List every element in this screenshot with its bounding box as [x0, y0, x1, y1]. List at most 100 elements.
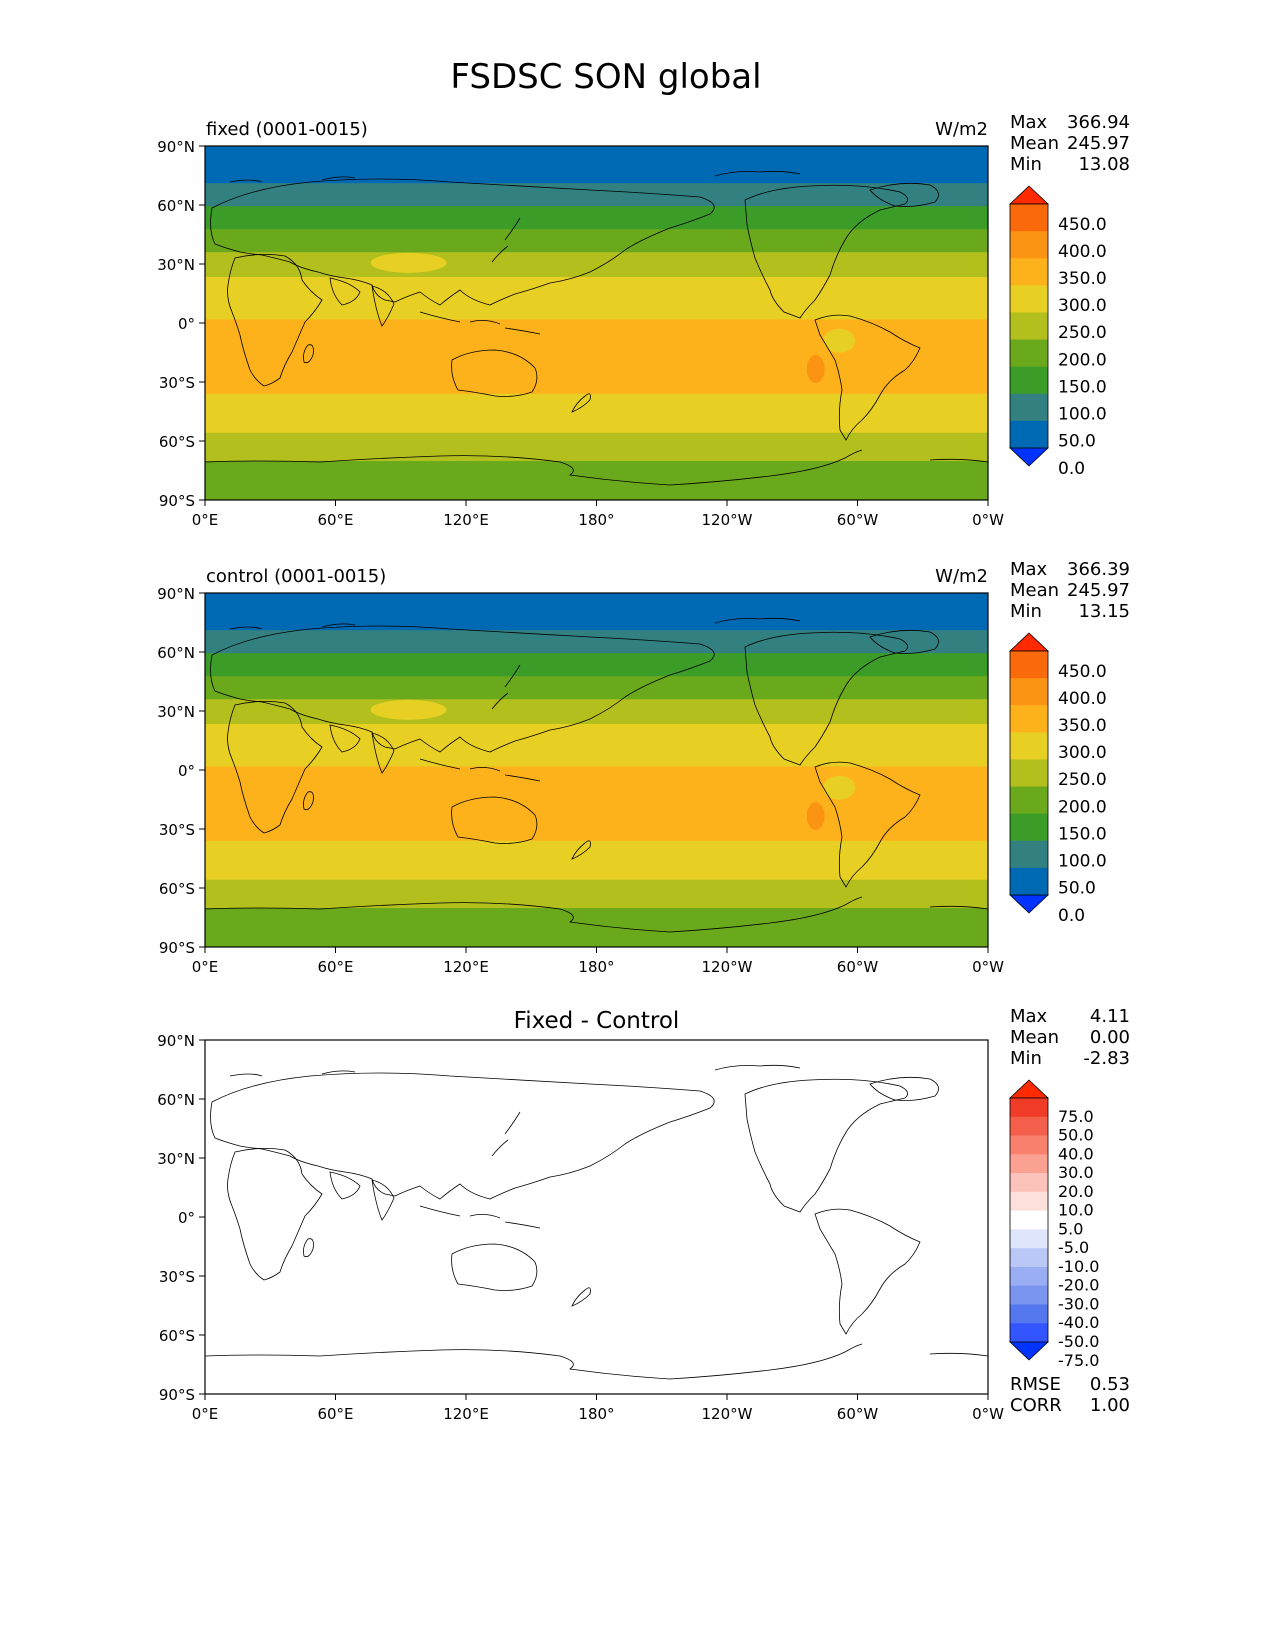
lat-tick-label: 90°S — [159, 492, 195, 510]
colorbar-segment — [1010, 339, 1048, 368]
colorbar: 450.0 400.0 350.0 300.0 250.0 200.0 150.0 100.0… — [1008, 185, 1107, 479]
lon-tick-label: 0°W — [972, 1405, 1004, 1423]
colorbar-segment — [1010, 1229, 1048, 1249]
colorbar-frame — [1009, 650, 1049, 896]
stat-label: Min — [1010, 154, 1042, 175]
stat-label: Mean — [1010, 133, 1059, 154]
stat-value: -2.83 — [1083, 1048, 1130, 1069]
lat-tick-label: 90°S — [159, 939, 195, 957]
colorbar-label: 400.0 — [1058, 689, 1107, 709]
stat-value: 245.97 — [1067, 133, 1130, 154]
colorbar-segment — [1010, 732, 1048, 760]
colorbar-label: 30.0 — [1058, 1163, 1094, 1182]
colorbar-segment — [1010, 1173, 1048, 1193]
panel-label: fixed (0001-0015) — [206, 119, 368, 140]
colorbar-label: -10.0 — [1058, 1257, 1099, 1276]
map-band-7 — [205, 393, 988, 434]
stat-label: Max — [1010, 1006, 1048, 1027]
colorbar-segment — [1010, 1098, 1048, 1118]
map-band-3 — [205, 676, 988, 700]
lon-tick-label: 120°W — [702, 511, 753, 529]
stat-label: Mean — [1010, 1027, 1059, 1048]
map-band-5 — [205, 723, 988, 767]
colorbar-segment — [1010, 705, 1048, 733]
colorbar-label: 50.0 — [1058, 432, 1096, 452]
colorbar-segment — [1010, 1191, 1048, 1212]
colorbar-label: -50.0 — [1058, 1332, 1099, 1351]
lat-tick-label: 0° — [178, 762, 195, 780]
map-band-8 — [205, 879, 988, 909]
lat-tick-label: 30°S — [159, 374, 195, 392]
map-band-7 — [205, 840, 988, 881]
stat-value: 366.94 — [1067, 112, 1130, 133]
map-band-1 — [205, 183, 988, 207]
map-panel-3: Fixed - Control 90°N 60°N 30°N 0° 30°S 60°S 90°… — [157, 1006, 1130, 1423]
panel-label: control (0001-0015) — [206, 566, 386, 587]
colorbar-label: 450.0 — [1058, 215, 1107, 235]
colorbar-segment — [1010, 840, 1048, 869]
map-area — [204, 1040, 989, 1394]
lon-tick-label: 60°E — [317, 1405, 353, 1423]
colorbar-extend-high — [1008, 185, 1050, 205]
lon-tick-label: 0°E — [192, 958, 219, 976]
lat-tick-label: 60°N — [157, 1091, 195, 1109]
lon-tick-label: 120°E — [443, 958, 489, 976]
stat-label: Max — [1010, 559, 1048, 580]
lon-tick-label: 120°E — [443, 1405, 489, 1423]
map-band-0 — [205, 593, 988, 631]
lon-tick-label: 0°W — [972, 511, 1004, 529]
lat-tick-label: 30°N — [157, 1150, 195, 1168]
colorbar-label: 200.0 — [1058, 797, 1107, 817]
colorbar-segment — [1010, 759, 1048, 787]
lat-tick-label: 0° — [178, 1209, 195, 1227]
colorbar-label: 0.0 — [1058, 906, 1085, 926]
map-land-patch — [806, 802, 825, 831]
colorbar-label: 200.0 — [1058, 350, 1107, 370]
colorbar-segment — [1010, 786, 1048, 815]
colorbar-segment — [1010, 1266, 1048, 1287]
colorbar-segment — [1010, 1304, 1048, 1324]
lat-tick-label: 30°S — [159, 821, 195, 839]
colorbar-segment — [1010, 204, 1048, 232]
colorbar-segment — [1010, 1248, 1048, 1268]
metric-label: RMSE — [1010, 1374, 1061, 1395]
lon-tick-label: 60°W — [837, 958, 879, 976]
stat-value: 4.11 — [1090, 1006, 1130, 1027]
lat-tick-label: 60°N — [157, 197, 195, 215]
colorbar-label: 0.0 — [1058, 459, 1085, 479]
lon-tick-label: 180° — [578, 1405, 614, 1423]
lon-tick-label: 180° — [578, 511, 614, 529]
colorbar-label: 50.0 — [1058, 1126, 1094, 1145]
panel-units: W/m2 — [935, 119, 988, 140]
map-band-6 — [205, 766, 988, 842]
lat-tick-label: 90°N — [157, 585, 195, 603]
map-band-9 — [205, 461, 988, 501]
stat-value: 13.15 — [1078, 601, 1130, 622]
map-land-patch — [370, 252, 447, 273]
lat-tick-label: 60°S — [159, 433, 195, 451]
colorbar-label: 250.0 — [1058, 770, 1107, 790]
map-band-4 — [205, 252, 988, 278]
map-band-4 — [205, 699, 988, 725]
colorbar-segment — [1010, 1323, 1048, 1343]
colorbar-segment — [1010, 1154, 1048, 1174]
stat-value: 13.08 — [1078, 154, 1130, 175]
lat-tick-label: 30°N — [157, 256, 195, 274]
colorbar-label: 5.0 — [1058, 1219, 1083, 1238]
map-band-6 — [205, 319, 988, 395]
metric-value: 0.53 — [1090, 1374, 1130, 1395]
lat-tick-label: 60°S — [159, 880, 195, 898]
colorbar-extend-high — [1008, 632, 1050, 652]
colorbar-label: -20.0 — [1058, 1276, 1099, 1295]
lat-tick-label: 90°S — [159, 1386, 195, 1404]
lat-tick-label: 30°S — [159, 1268, 195, 1286]
stat-value: 245.97 — [1067, 580, 1130, 601]
stat-label: Max — [1010, 112, 1048, 133]
colorbar-label: 400.0 — [1058, 242, 1107, 262]
colorbar-segment — [1010, 285, 1048, 313]
colorbar-label: 250.0 — [1058, 323, 1107, 343]
map-band-1 — [205, 630, 988, 654]
colorbar-label: 50.0 — [1058, 879, 1096, 899]
lat-tick-label: 60°S — [159, 1327, 195, 1345]
lon-tick-label: 120°E — [443, 511, 489, 529]
